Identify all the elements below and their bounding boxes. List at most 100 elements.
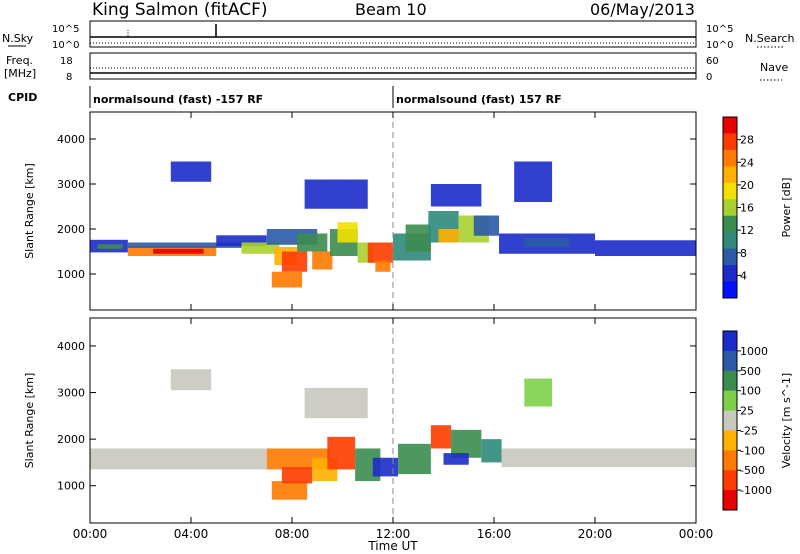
colorbar-swatch bbox=[723, 490, 737, 511]
x-tick-label: 08:00 bbox=[275, 527, 310, 541]
colorbar-swatch bbox=[723, 470, 737, 491]
colorbar-swatch bbox=[723, 350, 737, 372]
nsky-tick-bottom: 10^0 bbox=[52, 40, 79, 51]
echo-region bbox=[312, 251, 333, 270]
colorbar-tick-label: -100 bbox=[740, 444, 765, 457]
echo-region bbox=[241, 242, 280, 254]
freq-tick-top: 18 bbox=[60, 56, 73, 67]
echo-region bbox=[430, 184, 482, 207]
nsearch-label: N.Search bbox=[745, 32, 795, 45]
colorbar-swatch bbox=[723, 281, 737, 299]
echo-region bbox=[405, 224, 431, 252]
x-tick-label: 04:00 bbox=[174, 527, 209, 541]
noise-panel bbox=[89, 20, 697, 48]
echo-region bbox=[443, 453, 469, 465]
echo-region bbox=[438, 229, 459, 243]
x-tick-label: 00:00 bbox=[679, 527, 714, 541]
colorbar-swatch bbox=[723, 117, 737, 134]
nsearch-tick-top: 10^5 bbox=[706, 24, 733, 35]
freq-panel bbox=[89, 52, 697, 80]
colorbar-tick-label: 100 bbox=[740, 385, 761, 398]
colorbar-swatch bbox=[723, 390, 737, 412]
echo-region bbox=[524, 238, 570, 247]
colorbar-swatch bbox=[723, 182, 737, 200]
power-colorbar: 28 24 20 16 12 8 4 Power [dB] bbox=[722, 116, 793, 299]
echo-region bbox=[430, 425, 452, 449]
cpid-label: CPID bbox=[8, 91, 37, 104]
echo-region bbox=[337, 222, 358, 243]
y-tick-label: 4000 bbox=[57, 340, 85, 353]
colorbar-tick-label: 12 bbox=[740, 224, 754, 237]
station-title: King Salmon (fitACF) bbox=[92, 0, 268, 20]
cpid-segment-label: normalsound (fast) 157 RF bbox=[396, 93, 562, 106]
y-tick-label: 4000 bbox=[57, 133, 85, 146]
colorbar-frame bbox=[722, 330, 738, 511]
echo-region bbox=[524, 378, 553, 407]
echo-region bbox=[170, 369, 212, 391]
date-title: 06/May/2013 bbox=[590, 0, 695, 19]
colorbar-label: Velocity [m s^-1] bbox=[780, 373, 793, 468]
echo-region bbox=[473, 215, 500, 236]
echo-region bbox=[501, 448, 696, 468]
y-tick-label: 2000 bbox=[57, 433, 85, 446]
echo-region bbox=[281, 251, 308, 272]
echo-region bbox=[271, 481, 308, 500]
colorbar-swatch bbox=[723, 430, 737, 451]
colorbar-tick-label: 16 bbox=[740, 202, 754, 215]
echo-region bbox=[375, 260, 391, 272]
colorbar-tick-label: -1000 bbox=[740, 484, 772, 497]
freq-label: Freq. bbox=[6, 54, 33, 67]
echo-region bbox=[281, 467, 313, 484]
nave-tick-bottom: 0 bbox=[706, 72, 712, 83]
nsearch-tick-bottom: 10^0 bbox=[706, 40, 733, 51]
echo-region bbox=[297, 233, 328, 252]
x-axis-label: Time UT bbox=[367, 539, 418, 553]
colorbar-tick-label: 8 bbox=[740, 247, 747, 260]
nsky-label: N.Sky bbox=[2, 32, 34, 45]
echo-region bbox=[216, 235, 267, 247]
echo-region bbox=[595, 240, 696, 256]
colorbar-swatch bbox=[723, 149, 737, 167]
echo-region bbox=[97, 244, 123, 249]
freq-unit: [MHz] bbox=[4, 67, 36, 80]
echo-region bbox=[514, 161, 553, 202]
echo-region bbox=[153, 248, 204, 254]
y-tick-label: 1000 bbox=[57, 268, 85, 281]
colorbar-tick-label: 28 bbox=[740, 134, 754, 147]
colorbar-swatch bbox=[723, 265, 737, 283]
colorbar-tick-label: 24 bbox=[740, 156, 754, 169]
y-tick-label: 2000 bbox=[57, 223, 85, 236]
colorbar-swatch bbox=[723, 248, 737, 266]
colorbar-swatch bbox=[723, 232, 737, 250]
colorbar-swatch bbox=[723, 450, 737, 471]
cpid-strip: normalsound (fast) -157 RF normalsound (f… bbox=[89, 86, 562, 108]
echo-region bbox=[170, 161, 212, 182]
x-tick-label: 16:00 bbox=[477, 527, 512, 541]
y-tick-label: 3000 bbox=[57, 178, 85, 191]
colorbar-swatch bbox=[723, 215, 737, 233]
time-axis: 00:00 04:00 08:00 12:00 16:00 20:00 00:00 bbox=[73, 527, 714, 541]
y-tick-label: 3000 bbox=[57, 387, 85, 400]
echo-region bbox=[304, 387, 368, 419]
colorbar-swatch bbox=[723, 199, 737, 217]
colorbar-tick-label: 500 bbox=[740, 365, 761, 378]
colorbar-tick-label: -500 bbox=[740, 464, 765, 477]
y-axis-label: Slant Range [km] bbox=[23, 163, 36, 259]
nave-tick-top: 60 bbox=[706, 56, 719, 67]
colorbar-swatch bbox=[723, 166, 737, 184]
echo-region bbox=[127, 242, 242, 248]
colorbar-tick-label: 1000 bbox=[740, 345, 768, 358]
echo-region bbox=[327, 436, 356, 470]
freq-tick-bottom: 8 bbox=[66, 72, 72, 83]
y-tick-label: 1000 bbox=[57, 480, 85, 493]
power-panel: 1000 2000 3000 4000 Slant Range [km] bbox=[23, 111, 697, 311]
panel-frame bbox=[89, 111, 697, 311]
x-tick-label: 00:00 bbox=[73, 527, 108, 541]
colorbar-swatch bbox=[723, 370, 737, 392]
nsky-tick-top: 10^5 bbox=[52, 24, 79, 35]
colorbar-swatch bbox=[723, 133, 737, 151]
velocity-colorbar: 1000 500 100 25 -25 -100 -500 -1000 Velocity [m … bbox=[722, 330, 793, 511]
velocity-panel: 1000 2000 3000 4000 Slant Range [km] bbox=[23, 317, 697, 524]
colorbar-label: Power [dB] bbox=[780, 178, 793, 238]
